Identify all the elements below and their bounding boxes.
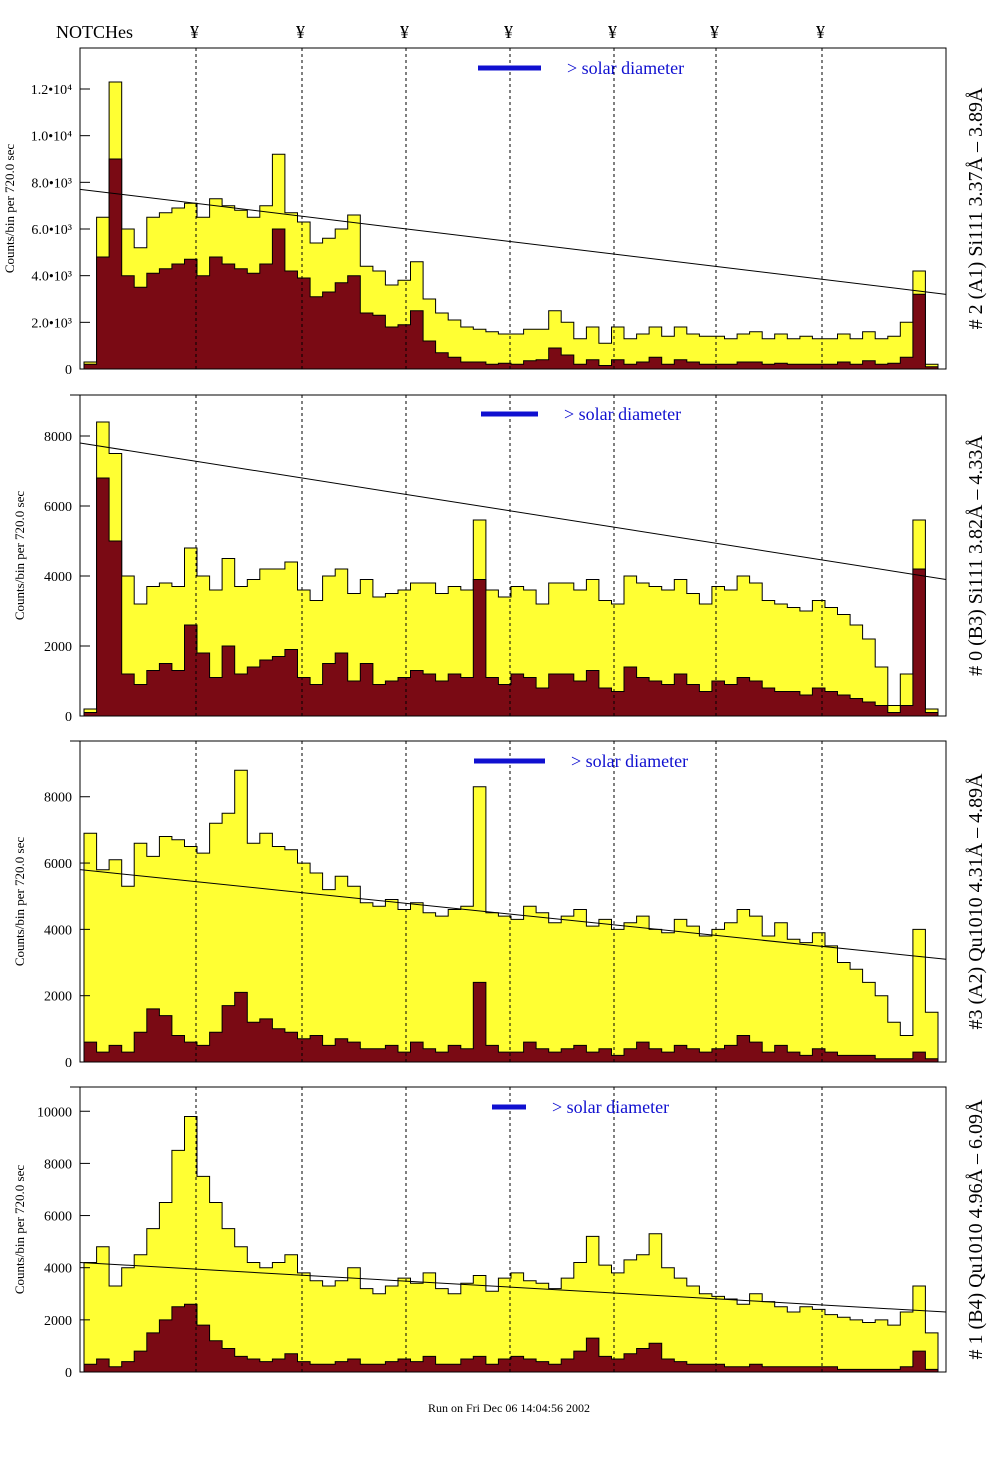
notch-marks: ¥ ¥ ¥ ¥ ¥ ¥ ¥ bbox=[190, 22, 825, 42]
histogram-subset bbox=[83, 1303, 939, 1373]
solar-diameter-label: > solar diameter bbox=[567, 58, 684, 78]
trend-line bbox=[79, 1261, 947, 1313]
notch-symbol: ¥ bbox=[816, 22, 825, 42]
y-tick-label: 4.0•10³ bbox=[31, 270, 72, 285]
chart-panels: 0 2.0•10³ 4.0•10³ 6.0•10³ 8.0•10³ 1.0•10⁴ 1.2•… bbox=[2, 47, 987, 1381]
y-tick-label: 6000 bbox=[44, 1210, 72, 1225]
y-axis-label: Counts/bin per 720.0 sec bbox=[12, 837, 27, 966]
trend-line bbox=[79, 869, 947, 960]
y-tick-label: 0 bbox=[65, 1366, 72, 1381]
y-tick-label: 2000 bbox=[44, 1314, 72, 1329]
trend-line bbox=[79, 188, 947, 295]
y-tick-label: 1.2•10⁴ bbox=[31, 83, 72, 98]
y-tick-label: 0 bbox=[65, 1056, 72, 1071]
solar-diameter-label: > solar diameter bbox=[571, 751, 688, 771]
y-tick-label: 8000 bbox=[44, 1157, 72, 1172]
solar-diameter-label: > solar diameter bbox=[564, 404, 681, 424]
panel-label: # 0 (B3) Si111 3.82Å – 4.33Å bbox=[965, 435, 987, 676]
notch-symbol: ¥ bbox=[190, 22, 199, 42]
solar-diameter-label: > solar diameter bbox=[552, 1097, 669, 1117]
chart-panel: 0 2000 4000 6000 8000 Counts/bin per 720.0 se… bbox=[12, 740, 987, 1088]
chart-panel: 0 2.0•10³ 4.0•10³ 6.0•10³ 8.0•10³ 1.0•10⁴ 1.2•… bbox=[2, 47, 987, 396]
y-tick-label: 4000 bbox=[44, 923, 72, 938]
notches-label: NOTCHes bbox=[56, 22, 133, 42]
panel-label: # 1 (B4) Qu1010 4.96Å – 6.09Å bbox=[965, 1099, 987, 1360]
notch-symbol: ¥ bbox=[504, 22, 513, 42]
y-axis-label: Counts/bin per 720.0 sec bbox=[12, 491, 27, 620]
y-tick-label: 8000 bbox=[44, 430, 72, 445]
histogram-subset bbox=[83, 981, 939, 1063]
panel-label: # 2 (A1) Si111 3.37Å – 3.89Å bbox=[965, 87, 987, 329]
y-axis-label: Counts/bin per 720.0 sec bbox=[12, 1165, 27, 1294]
histogram-subset bbox=[83, 158, 939, 370]
y-tick-label: 0 bbox=[65, 710, 72, 725]
trend-line bbox=[79, 442, 947, 580]
y-tick-label: 2000 bbox=[44, 640, 72, 655]
y-tick-label: 2000 bbox=[44, 990, 72, 1005]
y-tick-label: 6000 bbox=[44, 500, 72, 515]
y-tick-label: 0 bbox=[65, 363, 72, 378]
histogram-total bbox=[83, 421, 939, 717]
y-tick-label: 2.0•10³ bbox=[31, 316, 72, 331]
notch-header: NOTCHes ¥ ¥ ¥ ¥ ¥ ¥ ¥ bbox=[56, 22, 825, 42]
histogram-subset bbox=[83, 477, 939, 717]
panel-label: #3 (A2) Qu1010 4.31Å – 4.89Å bbox=[965, 773, 987, 1030]
y-tick-label: 6000 bbox=[44, 857, 72, 872]
y-tick-label: 8.0•10³ bbox=[31, 176, 72, 191]
y-tick-label: 8000 bbox=[44, 791, 72, 806]
y-tick-label: 6.0•10³ bbox=[31, 223, 72, 238]
chart-panel: 0 2000 4000 6000 8000 Counts/bin per 720.0 se… bbox=[12, 394, 987, 742]
notch-symbol: ¥ bbox=[400, 22, 409, 42]
run-timestamp: Run on Fri Dec 06 14:04:56 2002 bbox=[428, 1401, 590, 1415]
y-tick-label: 1.0•10⁴ bbox=[31, 130, 72, 145]
y-axis-label: Counts/bin per 720.0 sec bbox=[2, 144, 17, 273]
y-tick-label: 4000 bbox=[44, 570, 72, 585]
chart-panel: 0 2000 4000 6000 8000 10000 Counts/bin per 720… bbox=[12, 1086, 987, 1381]
y-tick-label: 4000 bbox=[44, 1262, 72, 1277]
histogram-total bbox=[83, 769, 939, 1063]
notch-symbol: ¥ bbox=[710, 22, 719, 42]
notch-symbol: ¥ bbox=[296, 22, 305, 42]
notch-symbol: ¥ bbox=[608, 22, 617, 42]
y-tick-label: 10000 bbox=[37, 1105, 72, 1120]
histogram-total bbox=[83, 1116, 939, 1373]
